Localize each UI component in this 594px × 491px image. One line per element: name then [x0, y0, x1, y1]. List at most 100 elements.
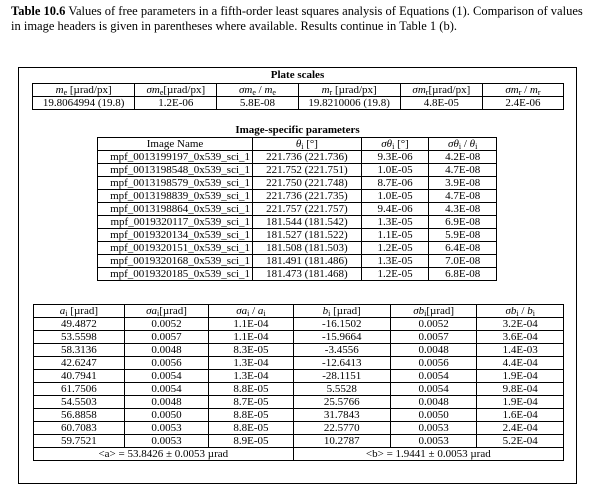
- table-cell: mpf_0013198579_0x539_sci_1: [96, 176, 254, 190]
- image-row: mpf_0019320117_0x539_sci_1 181.544 (181.5…: [96, 215, 497, 229]
- table-cell: 4.4E-04: [476, 356, 564, 370]
- ab-header: bi [µrad]: [292, 304, 391, 318]
- table-cell: 0.0057: [389, 330, 478, 344]
- table-cell: 5.2E-04: [476, 434, 564, 448]
- plate-header: me [µrad/px]: [31, 83, 136, 97]
- image-header-row: Image Name θi [°] σθi [°] σθi / θi: [96, 137, 497, 151]
- plate-header: σme / me: [216, 83, 299, 97]
- table-cell: 0.0048: [123, 395, 210, 409]
- ab-header-row: ai [µrad] σai[µrad] σai / ai bi [µrad] σ…: [33, 304, 564, 318]
- table-cell: 221.752 (221.751): [252, 163, 362, 177]
- plate-header: σmr[µrad/px]: [399, 83, 483, 97]
- ab-row: 42.6247 0.0056 1.3E-04 -12.6413 0.0056 4.4E-0…: [33, 356, 564, 370]
- table-caption: Table 10.6 Values of free parameters in …: [11, 4, 586, 34]
- image-row: mpf_0013198548_0x539_sci_1 221.752 (221.7…: [96, 163, 497, 177]
- table-cell: 40.7941: [33, 369, 125, 383]
- table-cell: 221.736 (221.736): [252, 150, 362, 164]
- table-cell: 1.1E-05: [360, 228, 430, 242]
- plate-value: 19.8064994 (19.8): [31, 96, 136, 110]
- plate-header: σme[µrad/px]: [134, 83, 218, 97]
- table-cell: 58.3136: [33, 343, 125, 357]
- table-cell: 221.750 (221.748): [252, 176, 362, 190]
- table-cell: 181.491 (181.486): [252, 254, 362, 268]
- plate-value: 2.4E-06: [481, 96, 565, 110]
- table-cell: 0.0056: [389, 356, 478, 370]
- image-row: mpf_0019320185_0x539_sci_1 181.473 (181.4…: [96, 267, 497, 281]
- table-cell: 6.4E-08: [428, 241, 497, 255]
- plate-value: 1.2E-06: [134, 96, 218, 110]
- table-cell: -16.1502: [292, 317, 391, 331]
- table-cell: 181.544 (181.542): [252, 215, 362, 229]
- ab-row: 53.5598 0.0057 1.1E-04 -15.9664 0.0057 3.6E-0…: [33, 330, 564, 344]
- ab-header: σbi[µrad]: [389, 304, 478, 318]
- table-cell: 6.9E-08: [428, 215, 497, 229]
- table-cell: 1.2E-05: [360, 267, 430, 281]
- table-cell: 4.2E-08: [428, 150, 497, 164]
- table-cell: 56.8858: [33, 408, 125, 422]
- table-cell: 0.0056: [123, 356, 210, 370]
- plate-value-row: 19.8064994 (19.8) 1.2E-06 5.8E-08 19.821…: [31, 96, 565, 110]
- ab-row: 54.5503 0.0048 8.7E-05 25.5766 0.0048 1.9E-04: [33, 395, 564, 409]
- image-row: mpf_0013198839_0x539_sci_1 221.736 (221.7…: [96, 189, 497, 203]
- image-row: mpf_0019320151_0x539_sci_1 181.508 (181.5…: [96, 241, 497, 255]
- table-cell: 61.7506: [33, 382, 125, 396]
- table-cell: -3.4556: [292, 343, 391, 357]
- table-cell: 0.0052: [123, 317, 210, 331]
- table-cell: 1.0E-05: [360, 163, 430, 177]
- table-cell: mpf_0019320134_0x539_sci_1: [96, 228, 254, 242]
- table-cell: 8.3E-05: [208, 343, 294, 357]
- table-cell: 10.2787: [292, 434, 391, 448]
- table-cell: 0.0054: [389, 382, 478, 396]
- table-cell: 0.0053: [389, 421, 478, 435]
- table-cell: -12.6413: [292, 356, 391, 370]
- image-row: mpf_0013199197_0x539_sci_1 221.736 (221.7…: [96, 150, 497, 164]
- image-row: mpf_0019320134_0x539_sci_1 181.527 (181.5…: [96, 228, 497, 242]
- table-cell: -28.1151: [292, 369, 391, 383]
- table-cell: 1.3E-04: [208, 369, 294, 383]
- table-cell: 0.0053: [123, 421, 210, 435]
- table-cell: 59.7521: [33, 434, 125, 448]
- table-cell: 1.3E-05: [360, 254, 430, 268]
- ab-params-table: ai [µrad] σai[µrad] σai / ai bi [µrad] σ…: [33, 304, 565, 461]
- mean-a: <a> = 53.8426 ± 0.0053 µrad: [33, 447, 294, 461]
- table-cell: 5.5528: [292, 382, 391, 396]
- table-cell: 4.7E-08: [428, 189, 497, 203]
- table-cell: 1.1E-04: [208, 317, 294, 331]
- table-cell: 9.8E-04: [476, 382, 564, 396]
- table-cell: 8.7E-05: [208, 395, 294, 409]
- ab-row: 49.4872 0.0052 1.1E-04 -16.1502 0.0052 3.2E-0…: [33, 317, 564, 331]
- table-cell: 0.0048: [389, 395, 478, 409]
- table-cell: mpf_0013199197_0x539_sci_1: [96, 150, 254, 164]
- caption-text: Values of free parameters in a fifth-ord…: [11, 4, 583, 33]
- ab-header: σai / ai: [208, 304, 294, 318]
- ab-header: σbi / bi: [476, 304, 564, 318]
- table-cell: 0.0052: [389, 317, 478, 331]
- table-cell: 3.9E-08: [428, 176, 497, 190]
- plate-scales-title: Plate scales: [270, 69, 325, 81]
- plate-scales-table: me [µrad/px] σme[µrad/px] σme / me mr [µ…: [31, 83, 565, 110]
- ab-row: 59.7521 0.0053 8.9E-05 10.2787 0.0053 5.2E-04: [33, 434, 564, 448]
- table-cell: 60.7083: [33, 421, 125, 435]
- table-cell: 22.5770: [292, 421, 391, 435]
- plate-value: 4.8E-05: [399, 96, 483, 110]
- table-cell: 9.4E-06: [360, 202, 430, 216]
- table-cell: 7.0E-08: [428, 254, 497, 268]
- table-cell: 54.5503: [33, 395, 125, 409]
- ab-row: 61.7506 0.0054 8.8E-05 5.5528 0.0054 9.8E-04: [33, 382, 564, 396]
- table-cell: 221.757 (221.757): [252, 202, 362, 216]
- table-cell: 8.8E-05: [208, 421, 294, 435]
- table-cell: 0.0054: [123, 369, 210, 383]
- plate-value: 19.8210006 (19.8): [297, 96, 401, 110]
- table-label: Table 10.6: [11, 4, 66, 18]
- sigma-theta-ratio-header: σθi / θi: [428, 137, 497, 151]
- table-cell: mpf_0019320168_0x539_sci_1: [96, 254, 254, 268]
- ab-rows: 49.4872 0.0052 1.1E-04 -16.1502 0.0052 3.2E-0…: [33, 317, 564, 448]
- table-cell: 4.7E-08: [428, 163, 497, 177]
- table-cell: 6.8E-08: [428, 267, 497, 281]
- table-cell: 9.3E-06: [360, 150, 430, 164]
- table-cell: 0.0054: [123, 382, 210, 396]
- table-cell: 0.0050: [123, 408, 210, 422]
- table-cell: 2.4E-04: [476, 421, 564, 435]
- table-cell: 8.9E-05: [208, 434, 294, 448]
- table-cell: 3.2E-04: [476, 317, 564, 331]
